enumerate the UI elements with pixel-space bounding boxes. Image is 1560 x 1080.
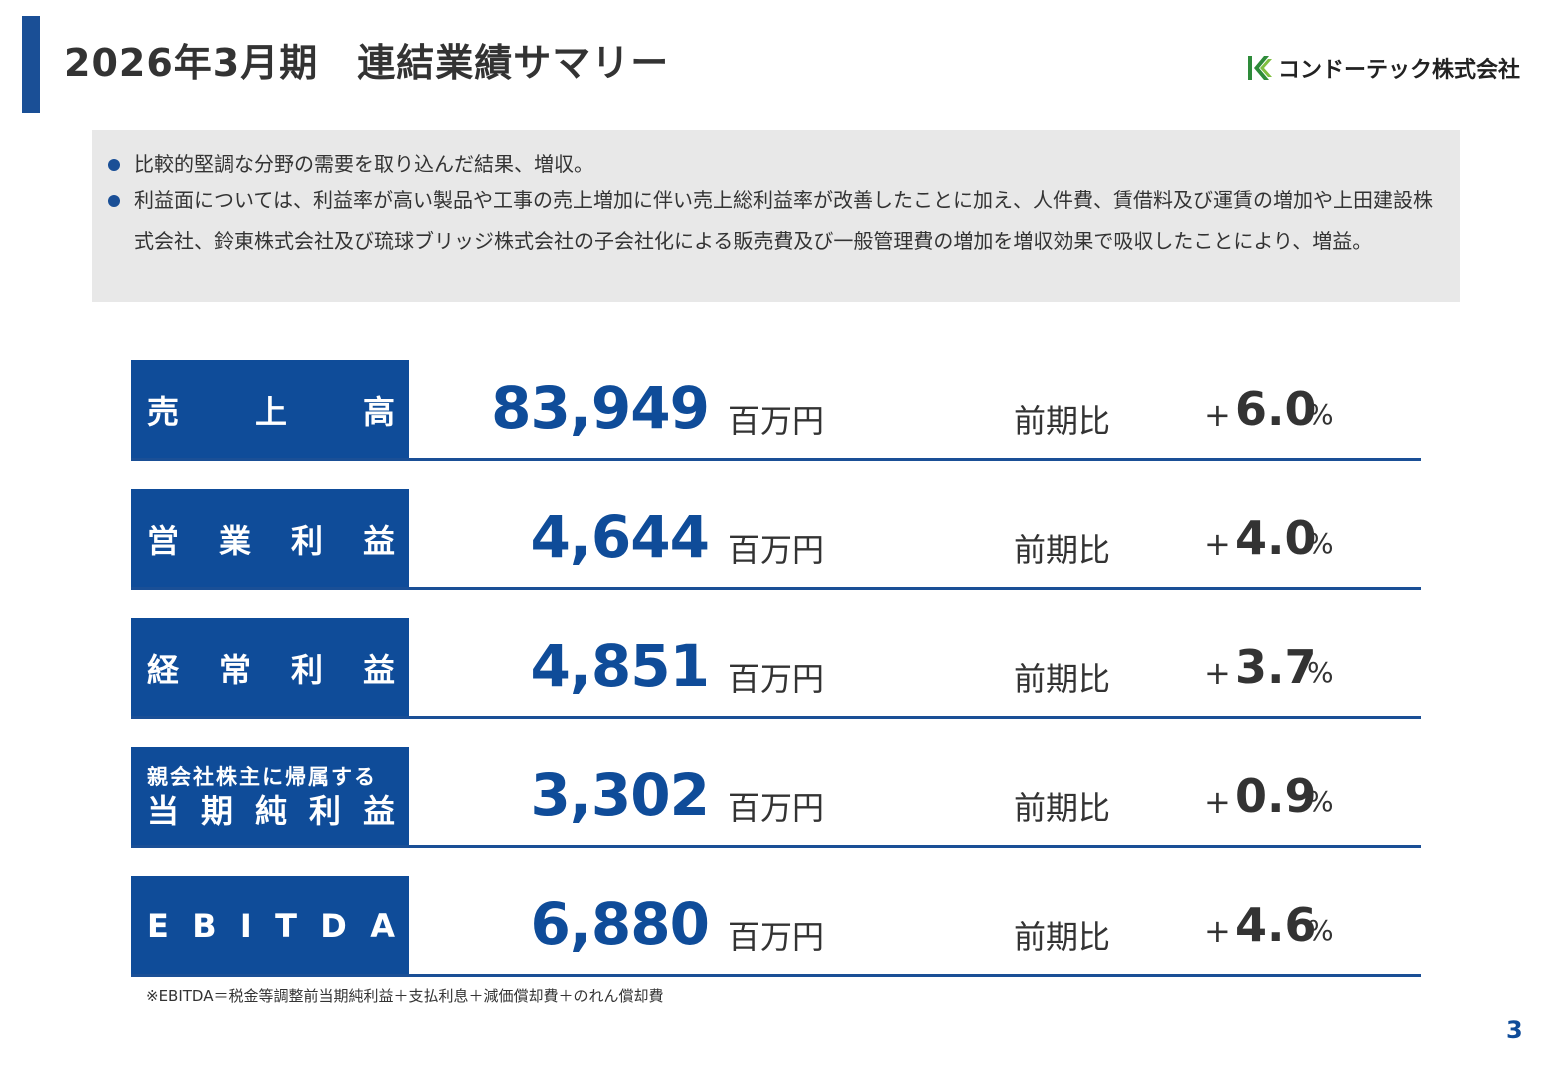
page-title: 2026年3月期 連結業績サマリー <box>64 41 670 85</box>
compare-label: 前期比 <box>1014 660 1111 698</box>
metric-unit: 百万円 <box>728 531 825 569</box>
metric-label: 親会社株主に帰属する 当 期 純 利 益 <box>131 747 409 847</box>
change-percent: 3.7 <box>1235 640 1317 694</box>
compare-label: 前期比 <box>1014 789 1111 827</box>
change-percent: 4.0 <box>1235 511 1317 565</box>
label-char: 利 <box>290 651 323 689</box>
compare-label: 前期比 <box>1014 531 1111 569</box>
metric-label: 売 上 高 <box>131 360 409 460</box>
logo-mark-icon <box>1248 56 1272 80</box>
label-char: 利 <box>290 522 323 560</box>
change-percent: 6.0 <box>1235 382 1317 436</box>
change-percent: 0.9 <box>1235 769 1317 823</box>
metric-label: 経 常 利 益 <box>131 618 409 718</box>
bullet-dot-icon <box>108 195 120 207</box>
percent-sign: % <box>1307 656 1334 689</box>
row-underline <box>131 458 1421 461</box>
change-sign: + <box>1204 654 1231 692</box>
row-underline <box>131 587 1421 590</box>
compare-label: 前期比 <box>1014 402 1111 440</box>
metric-unit: 百万円 <box>728 789 825 827</box>
summary-bullet-text: 比較的堅調な分野の需要を取り込んだ結果、増収。 <box>134 152 594 176</box>
footnote: ※EBITDA＝税金等調整前当期純利益＋支払利息＋減価償却費＋のれん償却費 <box>146 987 664 1005</box>
change-sign: + <box>1204 396 1231 434</box>
metric-value: 6,880 <box>530 890 710 958</box>
label-char: 益 <box>362 651 395 689</box>
label-char: I <box>239 907 252 945</box>
page-number: 3 <box>1506 1016 1523 1044</box>
title-accent-bar <box>22 16 40 113</box>
metric-unit: 百万円 <box>728 918 825 956</box>
summary-bullet-text: 利益面については、利益率が高い製品や工事の売上増加に伴い売上総利益率が改善したこ… <box>134 188 1433 253</box>
metric-value: 3,302 <box>530 761 710 829</box>
row-underline <box>131 845 1421 848</box>
change-sign: + <box>1204 783 1231 821</box>
percent-sign: % <box>1307 398 1334 431</box>
change-percent: 4.6 <box>1235 898 1317 952</box>
metric-row-ordinary-profit: 経 常 利 益 4,851 百万円 前期比 + 3.7 % <box>131 618 1421 720</box>
label-char: B <box>192 907 217 945</box>
label-char: 期 <box>200 792 233 830</box>
label-char: T <box>275 907 297 945</box>
row-underline <box>131 974 1421 977</box>
change-sign: + <box>1204 525 1231 563</box>
label-char: 営 <box>147 522 180 560</box>
label-sub: 親会社株主に帰属する <box>147 765 377 789</box>
label-char: E <box>147 907 169 945</box>
metric-value: 4,644 <box>530 503 710 571</box>
percent-sign: % <box>1307 527 1334 560</box>
label-char: D <box>320 907 347 945</box>
label-char: 利 <box>308 792 341 830</box>
metric-value: 4,851 <box>530 632 710 700</box>
label-char: 上 <box>254 393 287 431</box>
label-char: 当 <box>147 792 180 830</box>
label-char: 益 <box>362 522 395 560</box>
label-char: 益 <box>362 792 395 830</box>
metric-row-net-sales: 売 上 高 83,949 百万円 前期比 + 6.0 % <box>131 360 1421 462</box>
summary-bullet: 比較的堅調な分野の需要を取り込んだ結果、増収。 <box>108 144 1434 185</box>
metric-label: 営 業 利 益 <box>131 489 409 589</box>
percent-sign: % <box>1307 785 1334 818</box>
metric-row-net-income: 親会社株主に帰属する 当 期 純 利 益 3,302 百万円 前期比 + 0.9… <box>131 747 1421 849</box>
label-char: 売 <box>147 393 180 431</box>
label-char: A <box>370 907 395 945</box>
metric-row-operating-profit: 営 業 利 益 4,644 百万円 前期比 + 4.0 % <box>131 489 1421 591</box>
compare-label: 前期比 <box>1014 918 1111 956</box>
label-char: 常 <box>218 651 251 689</box>
label-char: 業 <box>218 522 251 560</box>
label-char: 高 <box>362 393 395 431</box>
summary-bullet: 利益面については、利益率が高い製品や工事の売上増加に伴い売上総利益率が改善したこ… <box>108 180 1434 262</box>
company-logo: コンドーテック株式会社 <box>1248 52 1520 84</box>
percent-sign: % <box>1307 914 1334 947</box>
row-underline <box>131 716 1421 719</box>
summary-box: 比較的堅調な分野の需要を取り込んだ結果、増収。 利益面については、利益率が高い製… <box>92 130 1460 302</box>
change-sign: + <box>1204 912 1231 950</box>
metric-unit: 百万円 <box>728 402 825 440</box>
metric-label: E B I T D A <box>131 876 409 976</box>
metric-unit: 百万円 <box>728 660 825 698</box>
label-char: 経 <box>147 651 180 689</box>
bullet-dot-icon <box>108 159 120 171</box>
label-char: 純 <box>254 792 287 830</box>
metric-row-ebitda: E B I T D A 6,880 百万円 前期比 + 4.6 % <box>131 876 1421 978</box>
metric-value: 83,949 <box>491 374 710 442</box>
logo-text: コンドーテック株式会社 <box>1278 58 1521 83</box>
